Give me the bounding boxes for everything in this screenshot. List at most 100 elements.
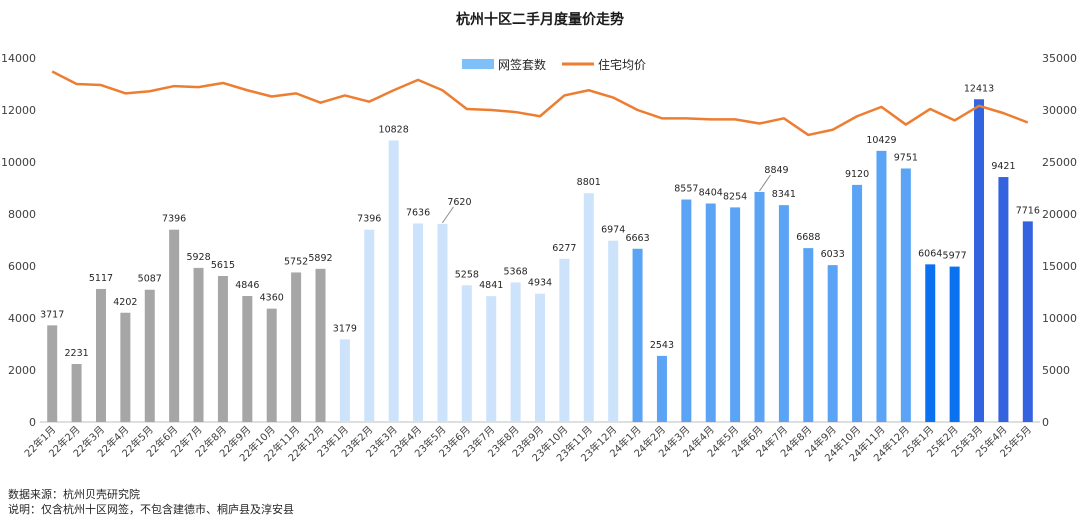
bar-2 <box>71 363 82 422</box>
bar-12 <box>315 268 326 422</box>
right-tick-0: 0 <box>1042 416 1049 429</box>
bar-26 <box>656 355 667 422</box>
bar-1 <box>47 325 58 422</box>
bar-32 <box>803 248 814 422</box>
right-tick-20000: 20000 <box>1042 208 1077 221</box>
bar-value-label-24: 6974 <box>601 225 625 236</box>
bar-39 <box>974 99 985 422</box>
bar-value-label-5: 5087 <box>138 274 162 285</box>
bar-11 <box>291 272 302 422</box>
bar-value-label-3: 5117 <box>89 273 113 284</box>
bar-22 <box>559 258 570 422</box>
bar-value-label-21: 4934 <box>528 278 552 289</box>
bar-value-label-20: 5368 <box>504 266 528 277</box>
bar-series <box>47 99 1033 422</box>
bar-33 <box>827 265 838 422</box>
bar-value-label-30: 8849 <box>764 165 788 176</box>
footer-note: 说明：仅含杭州十区网签，不包含建德市、桐庐县及淳安县 <box>8 502 294 516</box>
bar-value-label-4: 4202 <box>113 297 137 308</box>
bar-value-label-12: 5892 <box>308 253 332 264</box>
bar-10 <box>266 308 277 422</box>
bar-value-label-18: 5258 <box>455 269 479 280</box>
bar-value-label-16: 7636 <box>406 207 430 218</box>
bar-8 <box>217 276 228 422</box>
bar-23 <box>583 193 594 422</box>
bar-value-label-22: 6277 <box>552 243 576 254</box>
right-axis: 0 5000 10000 15000 20000 25000 30000 35000 <box>1042 52 1077 429</box>
left-tick-4000: 4000 <box>8 312 36 325</box>
bar-value-label-1: 3717 <box>40 309 64 320</box>
legend-bar-swatch <box>462 59 494 69</box>
bar-value-label-26: 2543 <box>650 340 674 351</box>
bar-value-label-2: 2231 <box>64 348 88 359</box>
bar-3 <box>95 288 106 422</box>
bar-value-label-15: 10828 <box>379 124 409 135</box>
bar-value-label-31: 8341 <box>772 189 796 200</box>
bar-13 <box>339 339 350 422</box>
bar-40 <box>998 177 1009 422</box>
bar-value-label-14: 7396 <box>357 214 381 225</box>
bar-30 <box>754 191 765 422</box>
legend: 网签套数 住宅均价 <box>462 57 646 72</box>
category-axis: 22年1月22年2月22年3月22年4月22年5月22年6月22年7月22年8月… <box>21 423 1033 464</box>
callout-line-30 <box>759 174 771 192</box>
bar-16 <box>413 223 424 422</box>
bar-value-label-27: 8557 <box>674 184 698 195</box>
bar-5 <box>144 289 155 422</box>
bar-4 <box>120 312 131 422</box>
bar-6 <box>169 229 180 422</box>
left-tick-6000: 6000 <box>8 260 36 273</box>
bar-21 <box>535 293 545 422</box>
bar-25 <box>632 248 643 422</box>
left-tick-14000: 14000 <box>1 52 36 65</box>
left-tick-10000: 10000 <box>1 156 36 169</box>
bar-value-label-8: 5615 <box>211 260 235 271</box>
right-tick-25000: 25000 <box>1042 156 1077 169</box>
legend-line-label: 住宅均价 <box>598 57 646 72</box>
right-tick-5000: 5000 <box>1042 364 1070 377</box>
bar-24 <box>608 240 619 422</box>
bar-28 <box>705 203 716 422</box>
bar-19 <box>486 296 497 422</box>
bar-value-label-28: 8404 <box>699 188 723 199</box>
bar-15 <box>388 140 399 422</box>
bar-34 <box>852 184 863 422</box>
left-tick-2000: 2000 <box>8 364 36 377</box>
bar-35 <box>876 150 887 422</box>
left-tick-12000: 12000 <box>1 104 36 117</box>
left-tick-0: 0 <box>29 416 36 429</box>
bar-27 <box>681 199 692 422</box>
bar-value-label-25: 6663 <box>625 233 649 244</box>
right-tick-15000: 15000 <box>1042 260 1077 273</box>
bar-value-label-36: 9751 <box>894 152 918 163</box>
left-axis: 0 2000 4000 6000 8000 10000 12000 14000 <box>1 52 36 429</box>
bar-18 <box>461 285 472 422</box>
bar-7 <box>193 267 204 422</box>
chart-title: 杭州十区二手月度量价走势 <box>456 11 624 28</box>
bar-31 <box>778 205 789 422</box>
right-tick-30000: 30000 <box>1042 104 1077 117</box>
bar-value-label-40: 9421 <box>991 161 1015 172</box>
bar-value-label-39: 12413 <box>964 83 994 94</box>
bar-9 <box>242 296 253 422</box>
bar-value-label-34: 9120 <box>845 169 869 180</box>
line-series <box>51 70 1029 137</box>
bar-17 <box>437 223 448 422</box>
bar-value-label-35: 10429 <box>866 135 896 146</box>
bar-value-label-33: 6033 <box>821 249 845 260</box>
bar-41 <box>1022 221 1033 422</box>
bar-labels: 3717 2231 5117 4202 5087 7396 5928561548464360… <box>40 83 1040 359</box>
left-tick-8000: 8000 <box>8 208 36 221</box>
price-line <box>51 70 1029 137</box>
bar-value-label-6: 7396 <box>162 214 186 225</box>
callout-line-17 <box>442 206 454 224</box>
bar-value-label-37: 6064 <box>918 248 942 259</box>
bar-37 <box>925 264 936 422</box>
right-tick-10000: 10000 <box>1042 312 1077 325</box>
bar-29 <box>730 207 741 422</box>
bar-value-label-10: 4360 <box>260 293 284 304</box>
bar-36 <box>900 168 911 422</box>
bar-value-label-23: 8801 <box>577 177 601 188</box>
